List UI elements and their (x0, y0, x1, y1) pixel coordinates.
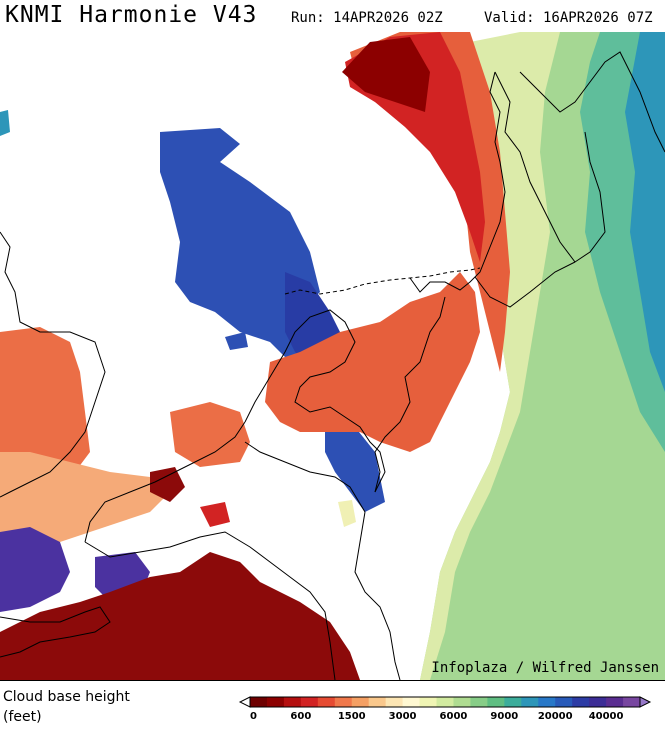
colorbar-tick-label: 600 (290, 711, 311, 722)
colorbar-segment (538, 697, 556, 707)
coastline-uk (0, 231, 106, 498)
border-de-east (474, 261, 576, 308)
colorbar-segment (436, 697, 454, 707)
colorbar-segment (266, 697, 285, 707)
valid-time-label: Valid: 16APR2026 07Z (484, 10, 653, 26)
region-central-orange (265, 272, 480, 452)
region-west-orange-coast (170, 402, 250, 467)
region-southwest-purple (0, 527, 70, 612)
coastline-baltic (519, 51, 665, 153)
colorbar-segment (521, 697, 539, 707)
colorbar-segment (351, 697, 370, 707)
colorbar-segment (555, 697, 573, 707)
colorbar-segment (606, 697, 624, 707)
colorbar-tick-label: 40000 (589, 711, 624, 722)
run-time-label: Run: 14APR2026 02Z (291, 10, 443, 26)
border-be-fr (84, 531, 336, 680)
region-patch-blue-small (225, 332, 248, 350)
colorbar-tick-label: 6000 (440, 711, 468, 722)
colorbar-tick-label: 1500 (338, 711, 366, 722)
region-north-red-band (350, 32, 510, 372)
colorbar-segment (470, 697, 488, 707)
border-nl-de (374, 296, 446, 493)
region-patch-teal-left (0, 110, 10, 136)
region-east-lightyellow (420, 32, 560, 680)
region-west-orange (0, 327, 90, 472)
map-canvas (0, 32, 665, 680)
colorbar-segment (385, 697, 404, 707)
chart-header: KNMI Harmonie V43 Run: 14APR2026 02Z Val… (0, 0, 665, 32)
colorbar-segment (589, 697, 607, 707)
coastline-be (84, 421, 246, 543)
colorbar-segment (250, 697, 268, 707)
colorbar-segment (334, 697, 353, 707)
wadden-islands (284, 267, 481, 295)
border-nl-be (244, 441, 366, 513)
borders (0, 51, 665, 680)
region-nl-blue (325, 427, 385, 512)
region-west-peach (0, 452, 170, 542)
colorbar-svg: 0 600 1500 3000 6000 9000 20000 40000 (238, 696, 652, 722)
colorbar-segment (487, 697, 505, 707)
colorbar-segment (368, 697, 387, 707)
legend-title-line2: (feet) (3, 709, 42, 725)
legend-title: Cloud base height (feet) (3, 687, 130, 727)
colorbar: 0 600 1500 3000 6000 9000 20000 40000 (238, 695, 663, 729)
colorbar-segment (300, 697, 319, 707)
coastline-de (409, 71, 506, 293)
colorbar-tick-label: 3000 (389, 711, 417, 722)
colorbar-segment (419, 697, 438, 707)
colorbar-arrow-right (639, 696, 652, 708)
colorbar-segment (317, 697, 336, 707)
colorbar-segment (283, 697, 302, 707)
model-title: KNMI Harmonie V43 (5, 2, 258, 28)
colorbar-tick-label: 0 (250, 711, 257, 722)
region-south-darkred (0, 552, 360, 680)
region-north-dark-red (342, 37, 430, 112)
credit-text: Infoplaza / Wilfred Janssen (431, 660, 659, 676)
border-de-fr (354, 511, 401, 680)
colorbar-tick-label: 20000 (538, 711, 573, 722)
legend-panel: Cloud base height (feet) 0 600 1500 3000 600… (0, 680, 665, 736)
region-east-blue (625, 32, 665, 392)
colorbar-arrow-left (238, 696, 251, 708)
coastline-dk (494, 71, 606, 263)
coastline-fr (0, 606, 111, 658)
colorbar-tick-label: 9000 (490, 711, 518, 722)
region-east-yellow-strip (338, 500, 356, 527)
colorbar-segment (402, 697, 421, 707)
region-south-darkred-2 (150, 467, 185, 502)
colorbar-segment (623, 697, 641, 707)
weather-map (0, 32, 665, 680)
colorbar-segment (572, 697, 590, 707)
colorbar-segment (504, 697, 522, 707)
legend-title-line1: Cloud base height (3, 689, 130, 705)
colorbar-segment (453, 697, 471, 707)
coastline-nl (244, 309, 386, 493)
region-south-red (200, 502, 230, 527)
